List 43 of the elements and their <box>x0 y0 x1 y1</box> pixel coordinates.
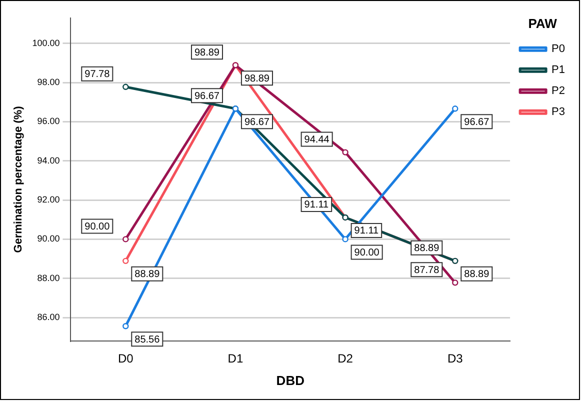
legend-label: P1 <box>552 64 566 76</box>
x-tick-label: D1 <box>228 352 244 366</box>
legend-label: P3 <box>552 106 566 118</box>
point <box>122 323 129 330</box>
data-label: 98.89 <box>244 73 270 84</box>
point <box>122 84 129 90</box>
data-label: 97.78 <box>84 69 110 80</box>
data-label: 90.00 <box>354 247 380 258</box>
point <box>122 236 129 242</box>
y-tick-label: 92.00 <box>37 194 60 205</box>
data-label: 88.89 <box>414 243 440 254</box>
data-label: 96.67 <box>244 116 270 128</box>
data-label: 91.11 <box>354 226 380 237</box>
y-tick-label: 88.00 <box>37 272 60 283</box>
point <box>342 149 348 156</box>
data-label: 85.56 <box>134 334 160 346</box>
y-axis-title: Germination percentage (%) <box>12 106 25 253</box>
y-tick-label: 90.00 <box>37 234 60 244</box>
legend-label: P2 <box>552 85 566 98</box>
data-label: 90.00 <box>84 221 110 232</box>
legend-title: PAW <box>528 16 558 32</box>
data-label: 91.11 <box>304 200 330 211</box>
y-tick-label: 98.00 <box>37 77 60 88</box>
data-label: 96.67 <box>464 116 490 128</box>
data-label: 87.78 <box>414 264 440 276</box>
point <box>452 106 458 112</box>
point <box>452 280 458 286</box>
point <box>122 258 129 264</box>
y-tick-label: 94.00 <box>37 155 60 166</box>
y-tick-label: 86.00 <box>37 312 60 322</box>
data-label: 98.89 <box>194 47 220 58</box>
data-label: 88.89 <box>134 269 160 280</box>
y-tick-label: 96.00 <box>37 116 60 126</box>
x-tick-label: D0 <box>118 352 134 366</box>
y-tick-label: 100.00 <box>32 38 60 48</box>
legend-label: P0 <box>552 43 566 56</box>
x-tick-label: D3 <box>447 352 464 366</box>
point <box>342 236 348 242</box>
x-tick-label: D2 <box>338 352 354 366</box>
data-label: 88.89 <box>464 269 490 280</box>
data-label: 94.44 <box>304 134 330 146</box>
data-label: 96.67 <box>194 90 220 102</box>
x-axis-title: DBD <box>276 372 304 388</box>
